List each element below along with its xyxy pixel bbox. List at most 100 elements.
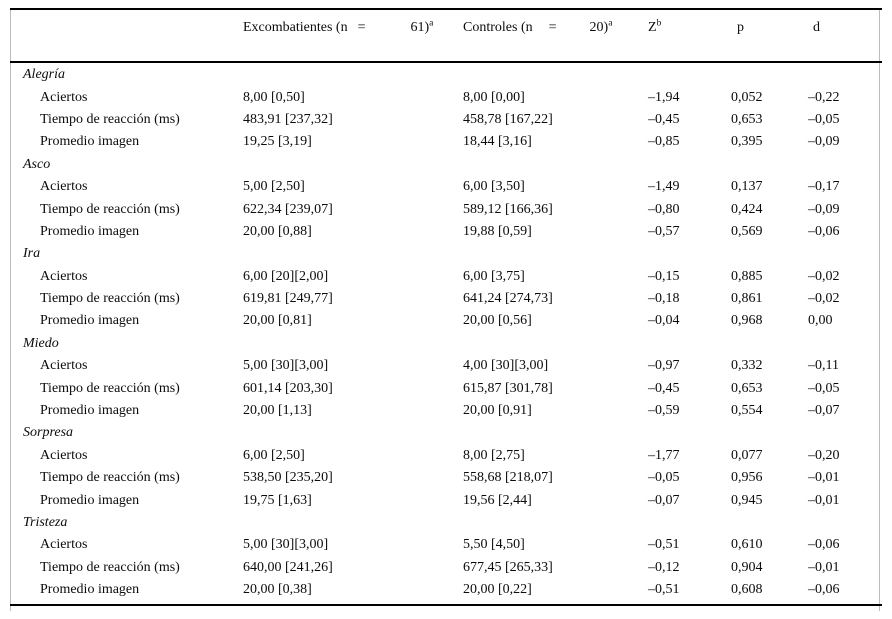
table-row: Promedio imagen 20,00 [0,38] 20,00 [0,22…: [10, 579, 882, 601]
measure-label: Tiempo de reacción (ms): [40, 111, 180, 127]
table-bottom-rule: [10, 604, 882, 606]
cell-p: 0,885: [731, 268, 763, 284]
cell-p: 0,608: [731, 582, 763, 598]
header-d: d: [813, 20, 820, 35]
cell-p: 0,395: [731, 134, 763, 150]
table-row: Tiempo de reacción (ms) 619,81 [249,77] …: [10, 288, 882, 310]
table-row: Tiempo de reacción (ms) 538,50 [235,20] …: [10, 467, 882, 489]
cell-d: 0,00: [808, 313, 833, 329]
cell-p: 0,904: [731, 559, 763, 575]
cell-d: –0,01: [808, 559, 840, 575]
header-controles-eq: =: [548, 20, 557, 35]
cell-excombatientes: 6,00 [2,50]: [243, 447, 305, 463]
table-row: Tiempo de reacción (ms) 622,34 [239,07] …: [10, 198, 882, 220]
section-label: Tristeza: [23, 515, 68, 530]
header-controles-footnote-mark: a: [608, 18, 613, 29]
cell-controles: 677,45 [265,33]: [463, 559, 553, 575]
cell-excombatientes: 20,00 [0,38]: [243, 582, 312, 598]
cell-z: –0,07: [648, 492, 680, 508]
table-row: Aciertos 6,00 [2,50] 8,00 [2,75] –1,77 0…: [10, 445, 882, 467]
section-label: Asco: [23, 156, 51, 172]
cell-d: –0,01: [808, 470, 840, 486]
table-row: Promedio imagen 20,00 [0,81] 20,00 [0,56…: [10, 310, 882, 332]
cell-p: 0,077: [731, 447, 763, 463]
table-header-row: Excombatientes (n = 61) a Controles (n = 20)a…: [10, 16, 882, 40]
cell-p: 0,554: [731, 403, 763, 419]
table-row: Aciertos 5,00 [30][3,00] 4,00 [30][3,00]…: [10, 355, 882, 377]
section-row: Miedo: [10, 333, 882, 355]
header-excombatientes-eq: =: [357, 20, 366, 35]
table-row: Aciertos 8,00 [0,50] 8,00 [0,00] –1,94 0…: [10, 86, 882, 108]
cell-p: 0,332: [731, 358, 763, 374]
cell-controles: 19,56 [2,44]: [463, 492, 532, 508]
cell-z: –0,15: [648, 268, 680, 284]
cell-excombatientes: 19,75 [1,63]: [243, 492, 312, 508]
measure-label: Tiempo de reacción (ms): [40, 201, 180, 217]
cell-z: –1,94: [648, 89, 680, 105]
measure-label: Promedio imagen: [40, 134, 140, 150]
section-row: Sorpresa: [10, 422, 882, 444]
cell-excombatientes: 8,00 [0,50]: [243, 89, 305, 105]
cell-controles: 458,78 [167,22]: [463, 111, 553, 127]
cell-z: –0,12: [648, 559, 680, 575]
cell-excombatientes: 601,14 [203,30]: [243, 380, 333, 396]
cell-excombatientes: 20,00 [1,13]: [243, 403, 312, 419]
cell-d: –0,09: [808, 201, 840, 217]
cell-controles: 5,50 [4,50]: [463, 537, 525, 553]
section-row: Tristeza: [10, 512, 882, 534]
measure-label: Aciertos: [40, 179, 88, 195]
cell-p: 0,945: [731, 492, 763, 508]
cell-z: –0,80: [648, 201, 680, 217]
cell-excombatientes: 20,00 [0,81]: [243, 313, 312, 329]
cell-controles: 19,88 [0,59]: [463, 223, 532, 239]
section-label: Miedo: [23, 335, 59, 351]
cell-d: –0,01: [808, 492, 840, 508]
cell-z: –0,51: [648, 582, 680, 598]
table-side-borders: [10, 8, 880, 611]
measure-label: Tiempo de reacción (ms): [40, 380, 180, 396]
cell-p: 0,569: [731, 223, 763, 239]
cell-d: –0,06: [808, 223, 840, 239]
cell-d: –0,02: [808, 268, 840, 284]
cell-p: 0,052: [731, 89, 763, 105]
header-excombatientes-label: Excombatientes (n: [243, 20, 348, 35]
table-header-rule: [10, 61, 882, 63]
cell-z: –1,49: [648, 179, 680, 195]
cell-controles: 20,00 [0,91]: [463, 403, 532, 419]
cell-d: –0,07: [808, 403, 840, 419]
header-excombatientes: Excombatientes (n = 61)a: [243, 19, 463, 36]
cell-excombatientes: 5,00 [30][3,00]: [243, 537, 329, 553]
table-row: Tiempo de reacción (ms) 483,91 [237,32] …: [10, 109, 882, 131]
header-controles: Controles (n = 20)a: [463, 18, 648, 36]
cell-d: –0,05: [808, 111, 840, 127]
measure-label: Promedio imagen: [40, 582, 140, 598]
cell-d: –0,09: [808, 134, 840, 150]
measure-label: Tiempo de reacción (ms): [40, 291, 180, 307]
cell-controles: 6,00 [3,75]: [463, 268, 525, 284]
header-excombatientes-n: 61): [410, 20, 430, 35]
cell-controles: 615,87 [301,78]: [463, 380, 553, 396]
cell-d: –0,06: [808, 537, 840, 553]
cell-p: 0,610: [731, 537, 763, 553]
cell-excombatientes: 483,91 [237,32]: [243, 111, 333, 127]
measure-label: Tiempo de reacción (ms): [40, 470, 180, 486]
cell-excombatientes: 538,50 [235,20]: [243, 470, 333, 486]
header-z-footnote-mark: b: [656, 18, 662, 29]
cell-controles: 8,00 [0,00]: [463, 89, 525, 105]
cell-controles: 641,24 [274,73]: [463, 291, 553, 307]
cell-z: –0,45: [648, 111, 680, 127]
header-z: Zb: [648, 18, 731, 36]
cell-p: 0,653: [731, 111, 763, 127]
header-p: p: [737, 20, 744, 35]
cell-z: –0,51: [648, 537, 680, 553]
table-row: Promedio imagen 20,00 [0,88] 19,88 [0,59…: [10, 221, 882, 243]
cell-controles: 589,12 [166,36]: [463, 201, 553, 217]
table-row: Promedio imagen 19,75 [1,63] 19,56 [2,44…: [10, 489, 882, 511]
cell-z: –0,05: [648, 470, 680, 486]
cell-d: –0,06: [808, 582, 840, 598]
cell-excombatientes: 20,00 [0,88]: [243, 223, 312, 239]
cell-excombatientes: 5,00 [30][3,00]: [243, 358, 329, 374]
cell-z: –0,04: [648, 313, 680, 329]
section-row: Alegría: [10, 64, 882, 86]
